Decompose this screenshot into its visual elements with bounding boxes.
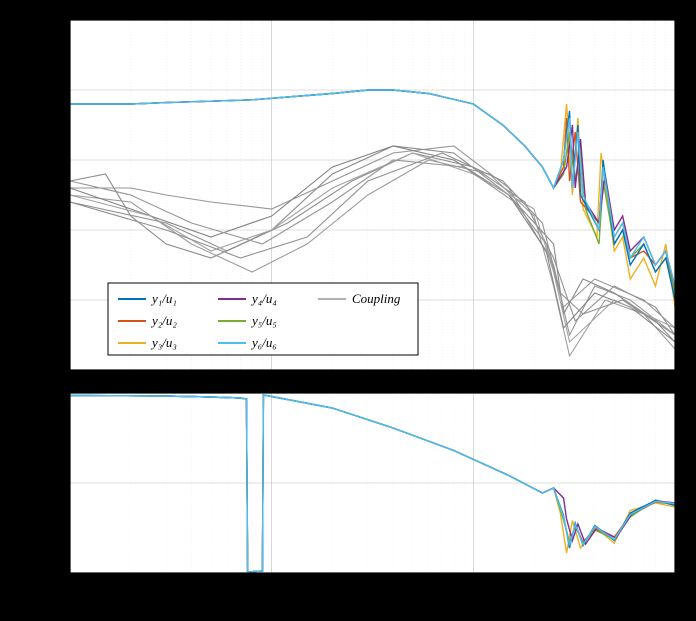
xtick-label: 10² bbox=[667, 580, 683, 594]
legend-label: y₃/u₃ bbox=[150, 335, 177, 350]
legend-label: y₁/u₁ bbox=[150, 291, 177, 306]
legend-label: y₆/u₆ bbox=[250, 335, 277, 350]
xtick-label: 10⁰ bbox=[263, 580, 280, 594]
legend-label: y₄/u₄ bbox=[250, 291, 277, 306]
legend-label: y₂/u₂ bbox=[150, 313, 177, 328]
ylabel-phase: Phase (deg) bbox=[16, 448, 32, 518]
xtick-label: 10⁻¹ bbox=[59, 580, 81, 594]
legend: y₁/u₁ y₂/u₂ y₃/u₃ y₄/u₄ y₅/u₅ y₆/u₆ Coupling bbox=[108, 283, 418, 355]
bode-plot-figure: Magnitude (|yᵢ / uⱼ|) y₁/u₁ y₂/u₂ y₃/u₃ y₄/u… bbox=[0, 0, 696, 621]
legend-label: y₅/u₅ bbox=[250, 313, 277, 328]
ytick-label: 0 bbox=[56, 476, 62, 490]
ytick-label: -180 bbox=[40, 566, 62, 580]
magnitude-panel: Magnitude (|yᵢ / uⱼ|) y₁/u₁ y₂/u₂ y₃/u₃ y₄/u… bbox=[16, 20, 675, 375]
ylabel-magnitude: Magnitude (|yᵢ / uⱼ|) bbox=[16, 137, 32, 253]
xtick-label: 10¹ bbox=[466, 580, 482, 594]
xlabel: Frequency (Hz) bbox=[325, 599, 420, 615]
legend-label: Coupling bbox=[352, 291, 401, 306]
ytick-label: 180 bbox=[44, 386, 62, 400]
svg-canvas: Magnitude (|yᵢ / uⱼ|) y₁/u₁ y₂/u₂ y₃/u₃ y₄/u… bbox=[0, 0, 696, 621]
phase-panel: 10⁻¹ 10⁰ 10¹ 10² -180 0 180 Phase (deg) Frequenc… bbox=[16, 386, 683, 615]
